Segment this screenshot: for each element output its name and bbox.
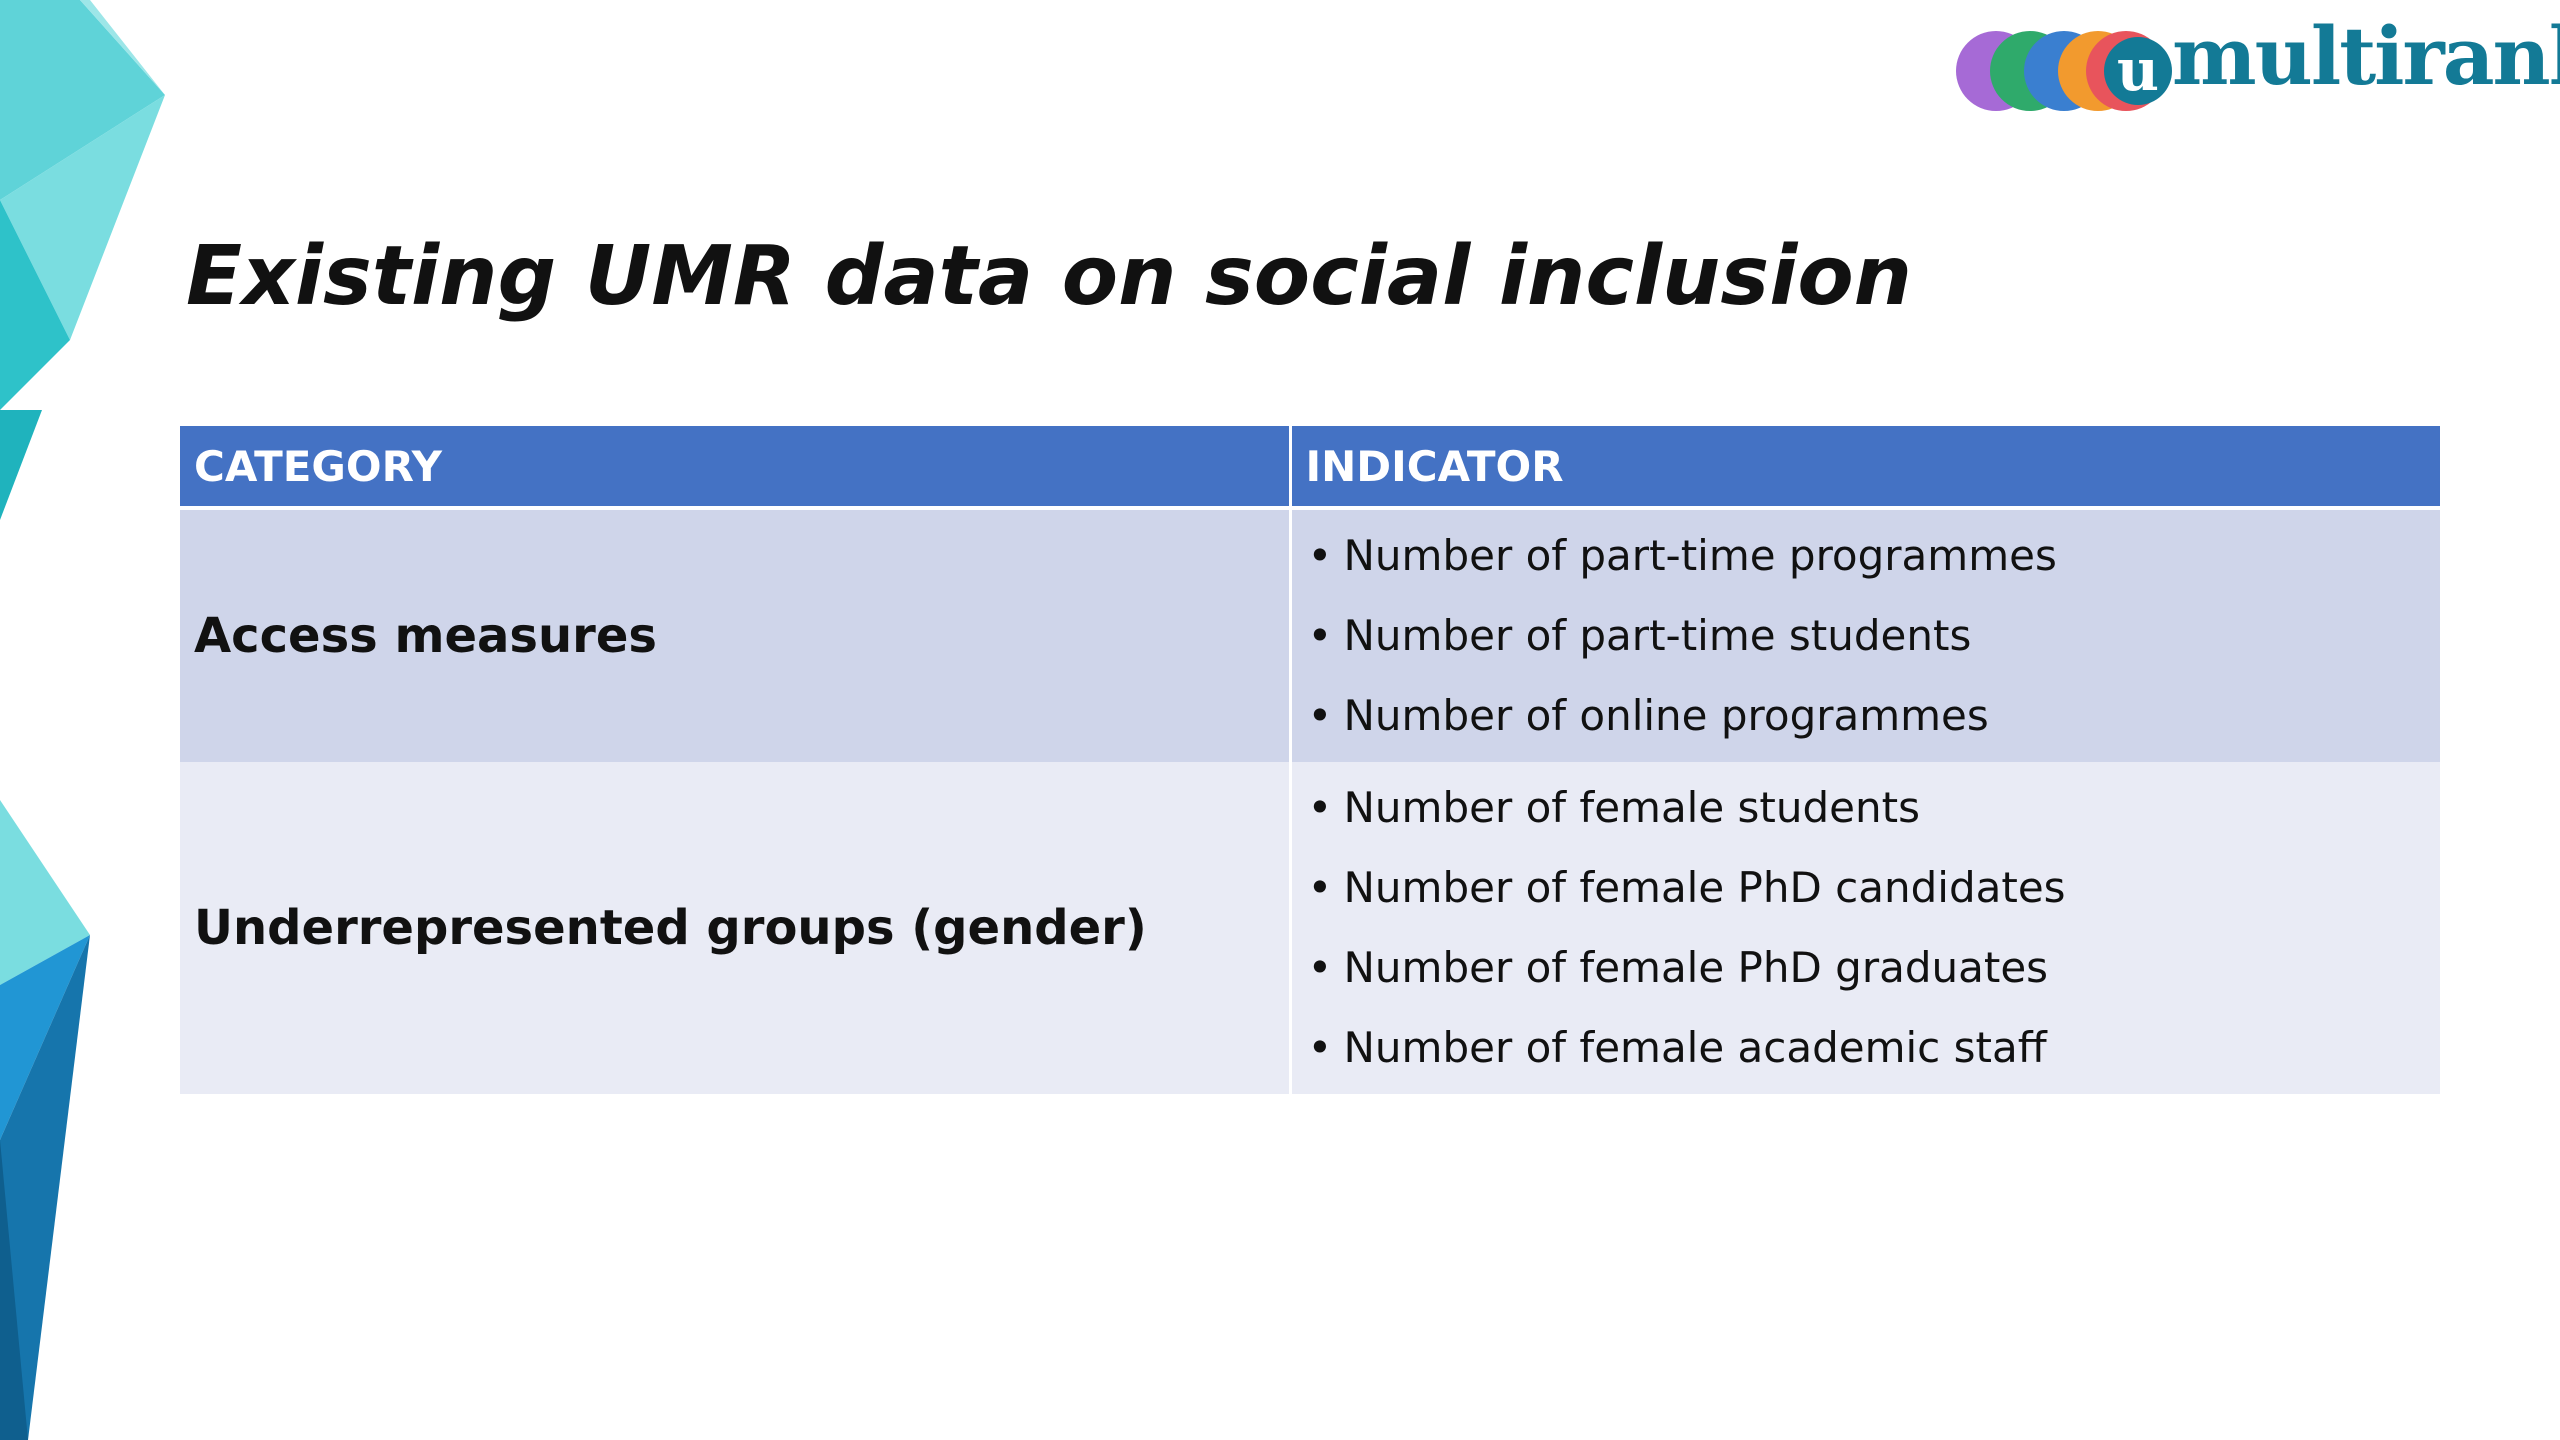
logo-rings-icon: u [1956, 31, 2172, 111]
decorative-triangles [0, 0, 165, 1440]
indicator-item: Number of female PhD graduates [1306, 928, 2427, 1008]
column-header-indicator: INDICATOR [1290, 426, 2440, 510]
indicator-cell: Number of female students Number of fema… [1290, 762, 2440, 1094]
multirank-logo: u [1948, 26, 2538, 116]
indicator-item: Number of part-time programmes [1306, 516, 2427, 596]
slide-title: Existing UMR data on social inclusion [186, 229, 1913, 324]
column-header-category: CATEGORY [180, 426, 1292, 510]
indicator-item: Number of female students [1306, 768, 2427, 848]
indicator-item: Number of female PhD candidates [1306, 848, 2427, 928]
table-row: Access measures Number of part-time prog… [180, 508, 2440, 762]
category-cell: Underrepresented groups (gender) [180, 762, 1292, 1094]
table-row: Underrepresented groups (gender) Number … [180, 762, 2440, 1094]
indicator-item: Number of online programmes [1306, 676, 2427, 756]
inclusion-table: CATEGORY INDICATOR Access measures Numbe… [180, 426, 2440, 1094]
indicator-list: Number of part-time programmes Number of… [1306, 516, 2427, 756]
logo-wordmark: multirank [2172, 9, 2560, 103]
logo-letter: u [2117, 36, 2159, 104]
indicator-cell: Number of part-time programmes Number of… [1290, 508, 2440, 762]
table-header-row: CATEGORY INDICATOR [180, 426, 2440, 510]
indicator-item: Number of female academic staff [1306, 1008, 2427, 1088]
indicator-item: Number of part-time students [1306, 596, 2427, 676]
category-cell: Access measures [180, 508, 1292, 762]
indicator-list: Number of female students Number of fema… [1306, 768, 2427, 1088]
